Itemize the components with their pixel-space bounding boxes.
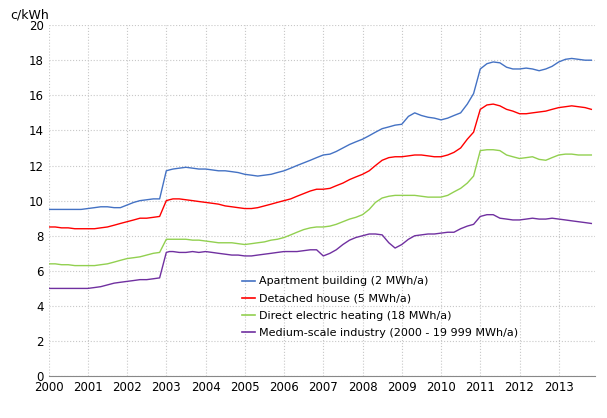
Line: Detached house (5 MWh/a): Detached house (5 MWh/a) xyxy=(49,104,591,229)
Apartment building (2 MWh/a) xyxy=(202,166,209,171)
Medium-scale industry (2000 - 19 999 MWh/a) xyxy=(137,277,144,282)
Detached house (5 MWh/a) xyxy=(588,107,595,112)
Detached house (5 MWh/a) xyxy=(320,187,327,192)
Detached house (5 MWh/a) xyxy=(234,205,242,210)
Apartment building (2 MWh/a) xyxy=(209,168,216,173)
Detached house (5 MWh/a) xyxy=(143,216,151,221)
Direct electric heating (18 MWh/a) xyxy=(143,252,151,257)
Detached house (5 MWh/a) xyxy=(568,103,575,108)
Medium-scale industry (2000 - 19 999 MWh/a) xyxy=(588,221,595,226)
Medium-scale industry (2000 - 19 999 MWh/a) xyxy=(562,217,569,222)
Apartment building (2 MWh/a) xyxy=(568,56,575,61)
Apartment building (2 MWh/a) xyxy=(313,155,320,160)
Direct electric heating (18 MWh/a) xyxy=(209,240,216,245)
Medium-scale industry (2000 - 19 999 MWh/a) xyxy=(202,249,209,254)
Detached house (5 MWh/a) xyxy=(71,226,78,231)
Medium-scale industry (2000 - 19 999 MWh/a) xyxy=(313,247,320,252)
Apartment building (2 MWh/a) xyxy=(45,207,52,212)
Direct electric heating (18 MWh/a) xyxy=(320,224,327,229)
Direct electric heating (18 MWh/a) xyxy=(568,152,575,157)
Apartment building (2 MWh/a) xyxy=(555,59,563,64)
Legend: Apartment building (2 MWh/a), Detached house (5 MWh/a), Direct electric heating : Apartment building (2 MWh/a), Detached h… xyxy=(237,272,523,343)
Medium-scale industry (2000 - 19 999 MWh/a) xyxy=(209,250,216,255)
Medium-scale industry (2000 - 19 999 MWh/a) xyxy=(228,252,236,257)
Direct electric heating (18 MWh/a) xyxy=(483,147,490,152)
Text: c/kWh: c/kWh xyxy=(10,8,49,22)
Direct electric heating (18 MWh/a) xyxy=(234,241,242,246)
Direct electric heating (18 MWh/a) xyxy=(71,263,78,268)
Detached house (5 MWh/a) xyxy=(209,201,216,206)
Apartment building (2 MWh/a) xyxy=(137,198,144,203)
Line: Medium-scale industry (2000 - 19 999 MWh/a): Medium-scale industry (2000 - 19 999 MWh… xyxy=(49,215,591,288)
Detached house (5 MWh/a) xyxy=(490,102,497,107)
Medium-scale industry (2000 - 19 999 MWh/a) xyxy=(483,212,490,217)
Apartment building (2 MWh/a) xyxy=(588,58,595,63)
Apartment building (2 MWh/a) xyxy=(228,169,236,174)
Direct electric heating (18 MWh/a) xyxy=(45,261,52,266)
Detached house (5 MWh/a) xyxy=(215,201,222,206)
Direct electric heating (18 MWh/a) xyxy=(215,240,222,245)
Direct electric heating (18 MWh/a) xyxy=(588,153,595,158)
Line: Apartment building (2 MWh/a): Apartment building (2 MWh/a) xyxy=(49,59,591,209)
Detached house (5 MWh/a) xyxy=(45,224,52,229)
Medium-scale industry (2000 - 19 999 MWh/a) xyxy=(45,286,52,291)
Line: Direct electric heating (18 MWh/a): Direct electric heating (18 MWh/a) xyxy=(49,150,591,265)
